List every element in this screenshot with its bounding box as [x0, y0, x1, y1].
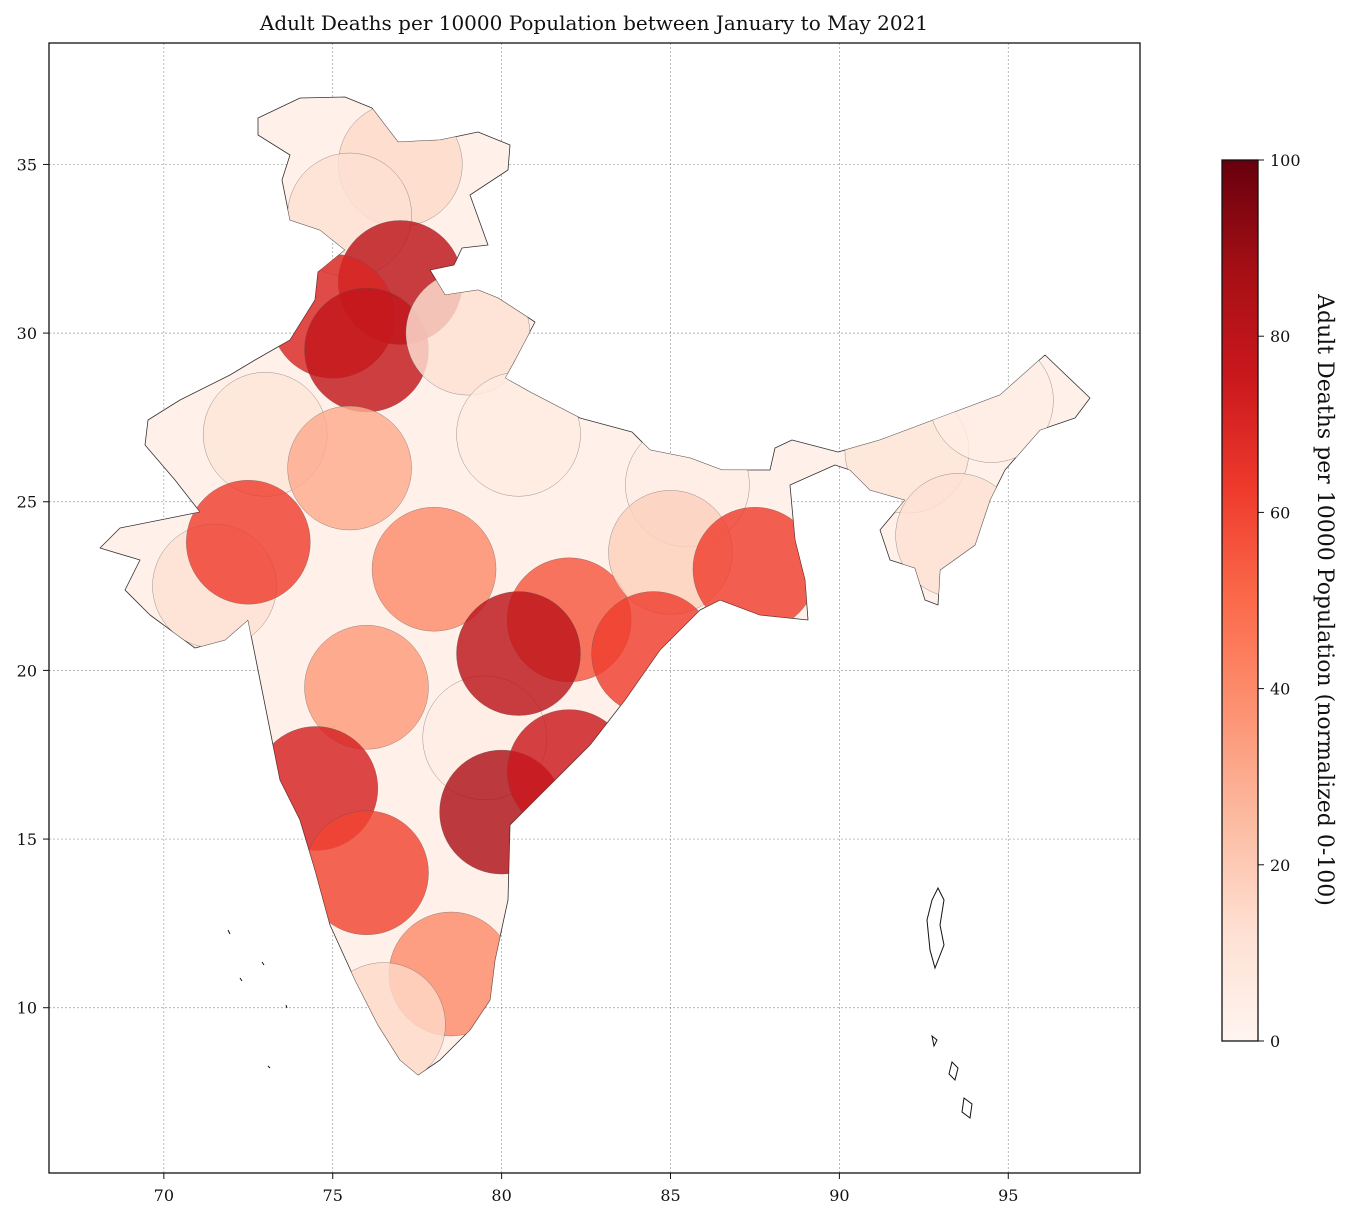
district-region-19 — [456, 591, 581, 716]
plot-frame — [48, 42, 1141, 1174]
district-region-12 — [371, 507, 497, 632]
district-region-15 — [692, 507, 818, 632]
district-region-25 — [321, 962, 446, 1075]
island-outlines — [227, 886, 973, 1119]
y-tick-label: 25 — [17, 493, 37, 512]
x-tick-label: 75 — [323, 1186, 343, 1205]
district-region-8 — [456, 372, 581, 497]
lakshadweep-islands — [227, 929, 288, 1069]
colorbar-tick-label: 0 — [1270, 1032, 1280, 1051]
chart-title: Adult Deaths per 10000 Population betwee… — [259, 11, 928, 35]
colorbar-ticks: 0 20 40 60 80 100 — [1258, 151, 1301, 1051]
colorbar-label: Adult Deaths per 10000 Population (norma… — [1312, 293, 1337, 906]
colorbar-bar — [1221, 159, 1259, 1042]
colorbar: 0 20 40 60 80 100 Adult Deaths per 10000 Popu… — [1221, 151, 1337, 1051]
andaman-islands — [926, 886, 945, 970]
district-region-27 — [929, 338, 1054, 463]
colorbar-tick-label: 40 — [1270, 680, 1290, 699]
y-tick-label: 20 — [17, 661, 37, 680]
x-tick-label: 70 — [154, 1186, 174, 1205]
nicobar-islands — [931, 1034, 973, 1119]
district-region-16 — [591, 591, 716, 716]
district-regions — [152, 102, 1054, 1075]
y-tick-label: 35 — [17, 155, 37, 174]
x-tick-label: 95 — [998, 1186, 1018, 1205]
colorbar-tick-label: 80 — [1270, 327, 1290, 346]
district-region-28 — [895, 473, 1020, 598]
district-region-23 — [507, 709, 632, 834]
district-region-7 — [287, 405, 412, 531]
y-tick-label: 15 — [17, 830, 37, 849]
district-region-11 — [186, 480, 311, 605]
colorbar-tick-label: 100 — [1270, 151, 1301, 170]
y-tick-label: 30 — [17, 324, 37, 343]
district-region-5 — [405, 270, 530, 396]
y-axis: 10 15 20 25 30 35 — [17, 155, 49, 1018]
x-tick-label: 90 — [829, 1186, 849, 1205]
x-axis: 70 75 80 85 90 95 — [154, 1173, 1018, 1205]
y-tick-label: 10 — [17, 999, 37, 1018]
colorbar-tick-label: 20 — [1270, 856, 1290, 875]
x-tick-label: 80 — [491, 1186, 511, 1205]
district-region-21 — [304, 810, 429, 935]
map-layer — [99, 96, 1091, 1119]
district-region-17 — [304, 625, 429, 750]
x-tick-label: 85 — [660, 1186, 680, 1205]
colorbar-tick-label: 60 — [1270, 503, 1290, 522]
